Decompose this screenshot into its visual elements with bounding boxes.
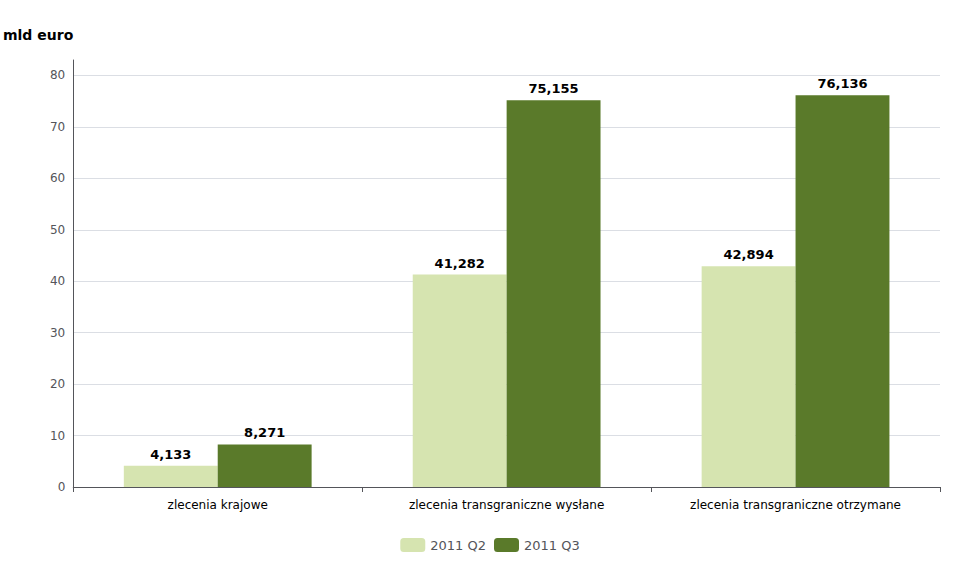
svg-text:10: 10 (50, 429, 65, 443)
svg-text:8,271: 8,271 (244, 425, 285, 440)
svg-text:2011 Q2: 2011 Q2 (430, 538, 486, 553)
svg-text:60: 60 (50, 171, 65, 185)
svg-text:4,133: 4,133 (150, 447, 191, 462)
svg-text:80: 80 (50, 68, 65, 82)
svg-text:42,894: 42,894 (724, 247, 774, 262)
svg-text:30: 30 (50, 326, 65, 340)
svg-text:50: 50 (50, 223, 65, 237)
svg-text:0: 0 (58, 480, 66, 494)
svg-text:20: 20 (50, 377, 65, 391)
svg-text:zlecenia krajowe: zlecenia krajowe (168, 498, 268, 512)
svg-text:40: 40 (50, 274, 65, 288)
svg-text:2011 Q3: 2011 Q3 (524, 538, 580, 553)
svg-text:zlecenia transgraniczne otrzym: zlecenia transgraniczne otrzymane (690, 498, 901, 512)
svg-text:75,155: 75,155 (528, 81, 578, 96)
svg-text:zlecenia transgraniczne wysłan: zlecenia transgraniczne wysłane (409, 498, 604, 512)
svg-text:76,136: 76,136 (817, 76, 867, 91)
svg-text:70: 70 (50, 120, 65, 134)
svg-text:41,282: 41,282 (435, 256, 485, 271)
svg-text:mld euro: mld euro (3, 27, 74, 43)
